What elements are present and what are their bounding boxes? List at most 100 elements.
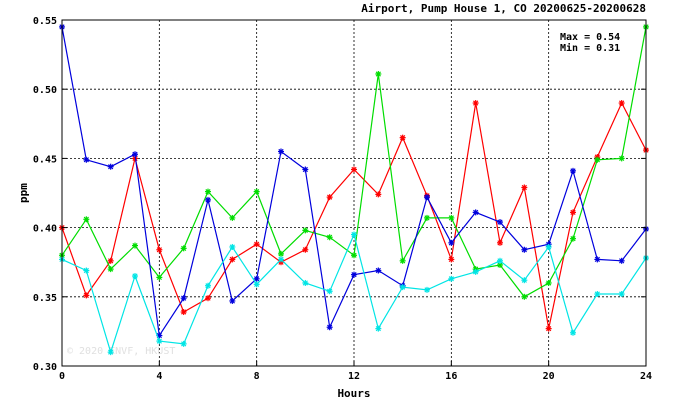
data-point — [497, 219, 503, 226]
data-point — [132, 242, 138, 249]
data-point — [570, 167, 576, 174]
data-point — [302, 246, 309, 253]
data-point — [448, 214, 455, 221]
data-point — [375, 191, 382, 198]
x-tick-label: 20 — [543, 371, 555, 382]
data-point — [472, 209, 479, 216]
data-point — [205, 295, 211, 302]
data-point — [521, 184, 528, 191]
data-point — [278, 256, 284, 263]
data-point — [351, 271, 357, 278]
x-tick-label: 16 — [445, 371, 457, 382]
data-point — [618, 257, 625, 264]
data-point — [521, 293, 528, 300]
data-point — [156, 246, 163, 253]
data-point — [83, 292, 90, 299]
x-tick-label: 24 — [640, 371, 652, 382]
data-point — [205, 196, 211, 203]
data-point — [229, 243, 236, 250]
data-point — [205, 188, 211, 195]
data-point — [253, 188, 260, 195]
data-point — [107, 163, 114, 170]
data-point — [545, 325, 552, 332]
series-2 — [59, 23, 649, 300]
data-point — [180, 245, 187, 252]
data-point — [107, 257, 114, 264]
data-point — [424, 214, 430, 221]
data-point — [229, 256, 236, 263]
data-point — [570, 209, 576, 216]
data-point — [278, 250, 284, 257]
data-point — [448, 239, 455, 246]
min-annotation: Min = 0.31 — [560, 42, 620, 54]
data-point — [545, 279, 552, 286]
data-point — [570, 235, 576, 242]
y-axis-label: ppm — [17, 183, 30, 203]
data-point — [83, 156, 90, 163]
data-point — [570, 329, 576, 336]
data-point — [326, 194, 333, 201]
data-point — [424, 286, 430, 293]
data-point — [618, 155, 625, 162]
data-point — [205, 282, 211, 289]
data-point — [448, 275, 455, 282]
data-point — [472, 100, 479, 107]
data-point — [351, 231, 357, 238]
x-tick-label: 4 — [156, 371, 162, 382]
y-tick-label: 0.40 — [33, 224, 57, 235]
data-point — [180, 340, 187, 347]
data-point — [326, 234, 333, 241]
data-point — [302, 227, 309, 234]
data-point — [229, 297, 236, 304]
max-annotation: Max = 0.54 — [560, 32, 620, 43]
data-point — [156, 274, 163, 281]
data-point — [302, 166, 309, 173]
data-point — [107, 349, 114, 356]
y-tick-label: 0.50 — [33, 85, 57, 96]
data-point — [618, 291, 625, 298]
x-tick-label: 12 — [348, 371, 360, 382]
data-point — [375, 267, 382, 274]
data-point — [351, 166, 357, 173]
data-point — [375, 325, 382, 332]
x-axis-label: Hours — [337, 387, 370, 400]
axis-ticks: 0 4 8 12 16 20 24 0.30 0.35 0.40 0.45 0.50 0.55 — [33, 16, 652, 382]
data-point — [594, 256, 601, 263]
data-point — [594, 291, 601, 298]
data-point — [326, 324, 333, 331]
y-tick-label: 0.30 — [33, 362, 57, 373]
data-point — [180, 309, 187, 316]
series-layer — [59, 23, 649, 356]
data-point — [448, 256, 455, 263]
chart-title: Airport, Pump House 1, CO 20200625-20200… — [361, 2, 646, 15]
y-tick-label: 0.35 — [33, 293, 57, 304]
y-tick-label: 0.55 — [33, 16, 57, 27]
data-point — [83, 216, 90, 223]
series-4 — [59, 231, 649, 356]
data-point — [278, 148, 284, 155]
data-point — [497, 239, 503, 246]
data-point — [132, 151, 138, 158]
data-point — [594, 156, 601, 163]
data-point — [351, 252, 357, 259]
data-point — [180, 295, 187, 302]
data-point — [424, 194, 430, 201]
data-point — [229, 214, 236, 221]
x-tick-label: 0 — [59, 371, 65, 382]
data-point — [472, 268, 479, 275]
data-point — [399, 134, 406, 141]
data-point — [132, 273, 138, 280]
x-tick-label: 8 — [254, 371, 260, 382]
data-point — [497, 257, 503, 264]
data-point — [156, 338, 163, 345]
data-point — [302, 279, 309, 286]
data-point — [253, 275, 260, 282]
data-point — [375, 70, 382, 77]
data-point — [399, 284, 406, 291]
data-point — [253, 241, 260, 248]
data-point — [83, 267, 90, 274]
y-tick-label: 0.45 — [33, 154, 57, 165]
watermark: © 2020 ENVF, HKUST — [67, 346, 175, 357]
data-point — [326, 288, 333, 295]
